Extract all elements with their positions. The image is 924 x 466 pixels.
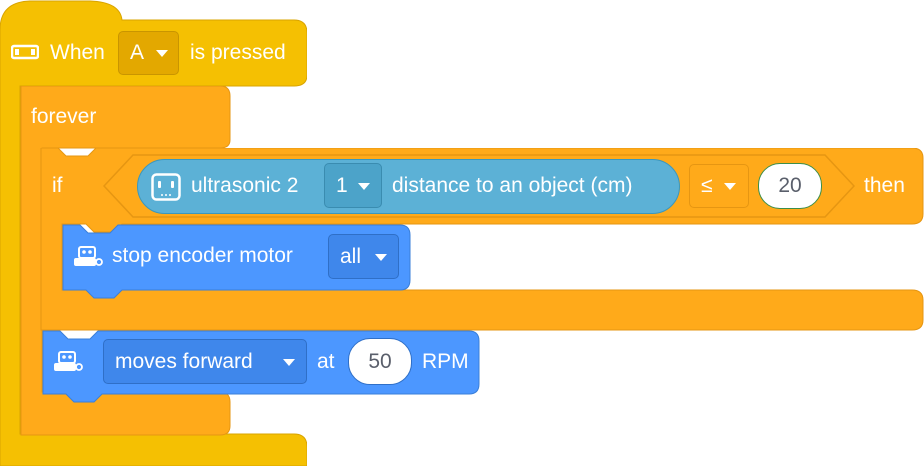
key-value: A	[130, 41, 145, 64]
at-label: at	[317, 350, 335, 373]
ultrasonic-label: ultrasonic 2	[191, 174, 299, 197]
forever-label: forever	[31, 105, 97, 128]
port-dropdown[interactable]: 1	[324, 163, 382, 208]
rpm-label: RPM	[422, 350, 469, 373]
robot-icon	[54, 351, 83, 371]
operator-value: ≤	[701, 174, 713, 197]
direction-dropdown[interactable]: moves forward	[103, 339, 307, 384]
ultrasonic-sensor-icon	[151, 173, 181, 201]
robot-icon	[74, 246, 103, 266]
motor-dropdown[interactable]: all	[328, 234, 399, 279]
speed-input[interactable]: 50	[348, 338, 412, 385]
event-block[interactable]	[0, 0, 307, 466]
forever-block[interactable]	[20, 86, 232, 436]
gamepad-icon	[11, 44, 39, 60]
threshold-input[interactable]: 20	[758, 163, 822, 209]
stop-motor-label: stop encoder motor	[112, 244, 293, 267]
distance-label: distance to an object (cm)	[392, 174, 633, 197]
operator-dropdown[interactable]: ≤	[689, 164, 749, 208]
motor-value: all	[340, 244, 362, 268]
ultrasonic-reporter[interactable]	[137, 159, 680, 214]
chevron-down-icon	[156, 50, 168, 57]
chevron-down-icon	[375, 254, 387, 261]
chevron-down-icon	[283, 359, 295, 366]
then-label: then	[864, 174, 905, 197]
key-dropdown[interactable]: A	[118, 31, 179, 75]
direction-value: moves forward	[115, 349, 253, 373]
chevron-down-icon	[358, 183, 370, 190]
stop-motor-block[interactable]	[62, 224, 411, 302]
chevron-down-icon	[724, 183, 736, 190]
when-label: When	[50, 41, 105, 64]
is-pressed-label: is pressed	[190, 41, 286, 64]
if-label: if	[52, 174, 63, 197]
port-value: 1	[336, 173, 348, 197]
